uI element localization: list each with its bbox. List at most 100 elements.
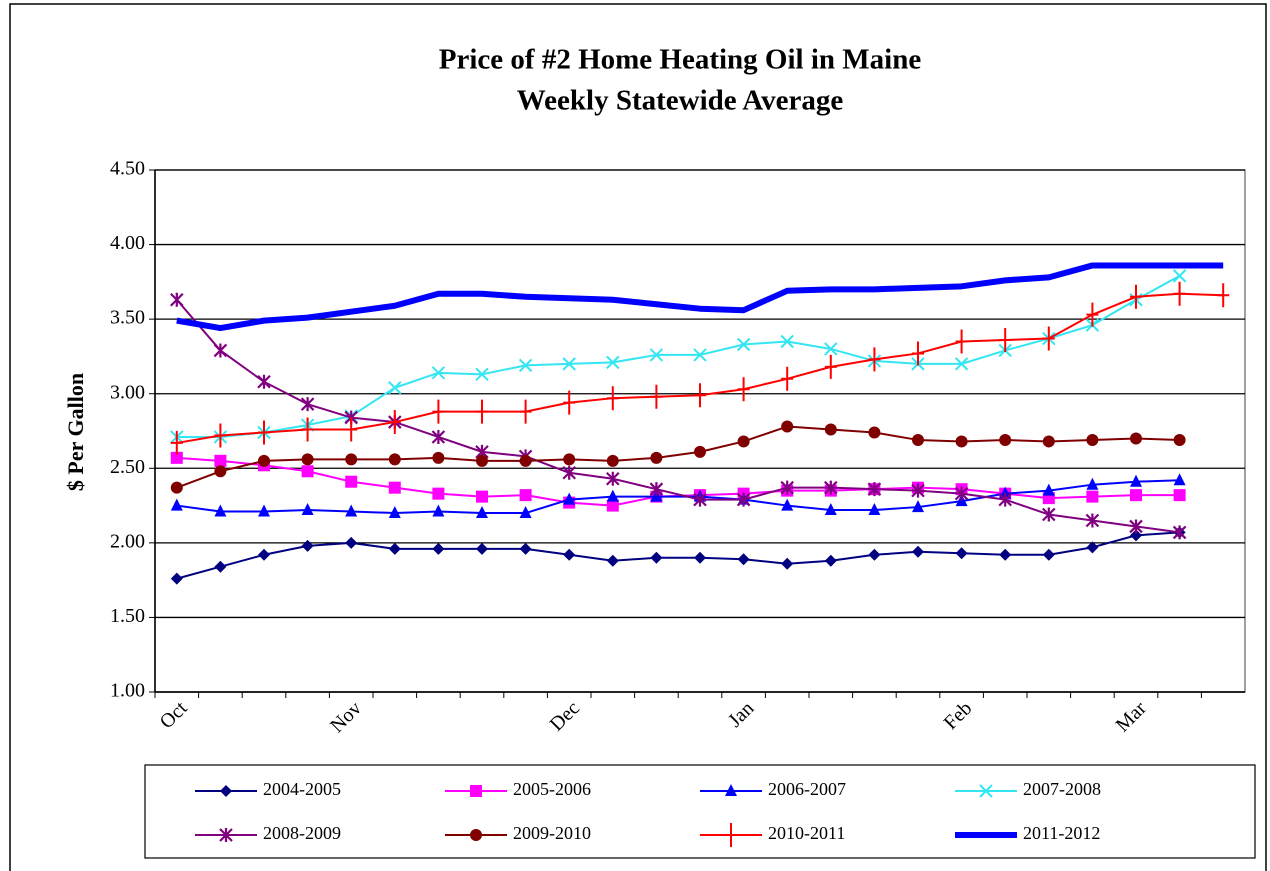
y-axis-title: $ Per Gallon bbox=[63, 373, 88, 491]
data-point bbox=[693, 492, 707, 507]
data-point bbox=[606, 386, 619, 411]
legend-label: 2011-2012 bbox=[1023, 823, 1100, 843]
data-point bbox=[824, 480, 838, 495]
data-point bbox=[606, 499, 619, 512]
data-point bbox=[214, 465, 227, 478]
data-point bbox=[649, 348, 664, 362]
data-point bbox=[300, 397, 315, 412]
data-point bbox=[1086, 433, 1099, 446]
data-point bbox=[780, 334, 794, 349]
series-line bbox=[176, 262, 1224, 332]
data-point bbox=[737, 553, 750, 566]
data-point bbox=[781, 557, 794, 570]
data-point bbox=[431, 429, 446, 444]
data-point bbox=[432, 504, 445, 517]
data-point bbox=[954, 486, 969, 501]
y-tick-label: 2.50 bbox=[110, 456, 145, 478]
data-point bbox=[606, 454, 619, 467]
legend-label: 2010-2011 bbox=[768, 823, 845, 843]
data-point bbox=[781, 498, 794, 511]
data-point bbox=[1042, 435, 1055, 448]
data-point bbox=[563, 453, 576, 466]
data-point bbox=[519, 506, 532, 519]
series-line bbox=[176, 479, 1180, 515]
data-point bbox=[1130, 474, 1142, 487]
data-point bbox=[257, 374, 271, 389]
data-point bbox=[476, 542, 488, 555]
data-point bbox=[432, 542, 445, 555]
legend-marker bbox=[725, 823, 737, 847]
data-point bbox=[824, 554, 837, 567]
legend-label: 2005-2006 bbox=[513, 779, 591, 799]
data-point bbox=[301, 465, 314, 478]
data-point bbox=[563, 492, 576, 505]
data-point bbox=[1173, 281, 1186, 306]
data-point bbox=[432, 451, 445, 464]
data-point bbox=[955, 547, 968, 560]
data-point bbox=[518, 358, 533, 373]
data-point bbox=[562, 465, 576, 480]
data-point bbox=[649, 482, 664, 497]
data-point bbox=[824, 354, 837, 379]
data-point bbox=[258, 548, 270, 561]
legend-marker bbox=[220, 785, 232, 797]
data-point bbox=[606, 471, 620, 486]
data-point bbox=[1086, 541, 1099, 554]
data-point bbox=[650, 551, 663, 564]
chart-subtitle: Weekly Statewide Average bbox=[517, 85, 844, 117]
data-point bbox=[563, 390, 576, 415]
data-point bbox=[912, 341, 924, 366]
data-point bbox=[170, 498, 183, 511]
data-point bbox=[693, 348, 707, 362]
data-point bbox=[170, 430, 183, 455]
data-point bbox=[999, 328, 1012, 353]
data-point bbox=[824, 423, 837, 436]
chart-title: Price of #2 Home Heating Oil in Maine bbox=[439, 44, 922, 76]
data-point bbox=[1042, 483, 1055, 496]
data-point bbox=[1173, 489, 1186, 502]
data-point bbox=[912, 545, 924, 558]
data-point bbox=[650, 451, 663, 464]
data-point bbox=[476, 490, 488, 503]
data-point bbox=[1172, 269, 1187, 283]
data-point bbox=[868, 426, 881, 439]
data-point bbox=[258, 454, 270, 467]
data-point bbox=[388, 410, 401, 435]
data-point bbox=[213, 343, 228, 358]
data-point bbox=[345, 453, 358, 466]
data-point bbox=[258, 504, 270, 517]
legend-marker bbox=[219, 828, 233, 842]
data-point bbox=[432, 487, 445, 500]
legend-marker bbox=[470, 785, 482, 797]
y-tick-label: 3.00 bbox=[110, 381, 145, 403]
data-point bbox=[214, 560, 227, 573]
data-point bbox=[1217, 283, 1230, 308]
data-point bbox=[780, 480, 794, 495]
legend-marker bbox=[725, 784, 737, 796]
data-point bbox=[999, 433, 1012, 446]
data-point bbox=[476, 506, 488, 519]
data-point bbox=[911, 483, 925, 498]
data-point bbox=[214, 423, 227, 448]
data-point bbox=[1086, 477, 1099, 490]
data-point bbox=[562, 357, 576, 371]
data-point bbox=[1130, 529, 1142, 542]
data-point bbox=[999, 548, 1012, 561]
data-point bbox=[736, 492, 751, 507]
data-point bbox=[388, 481, 401, 494]
data-point bbox=[781, 366, 794, 391]
data-point bbox=[694, 383, 706, 408]
data-point bbox=[781, 420, 794, 433]
data-point bbox=[1042, 548, 1055, 561]
y-tick-label: 2.00 bbox=[110, 530, 145, 552]
y-tick-label: 1.00 bbox=[110, 680, 145, 702]
data-point bbox=[912, 500, 924, 513]
y-tick-label: 3.50 bbox=[110, 307, 145, 329]
data-point bbox=[431, 366, 446, 380]
data-point bbox=[388, 542, 401, 555]
data-point bbox=[476, 454, 488, 467]
data-point bbox=[1130, 489, 1142, 502]
data-point bbox=[737, 435, 750, 448]
data-point bbox=[650, 384, 663, 409]
